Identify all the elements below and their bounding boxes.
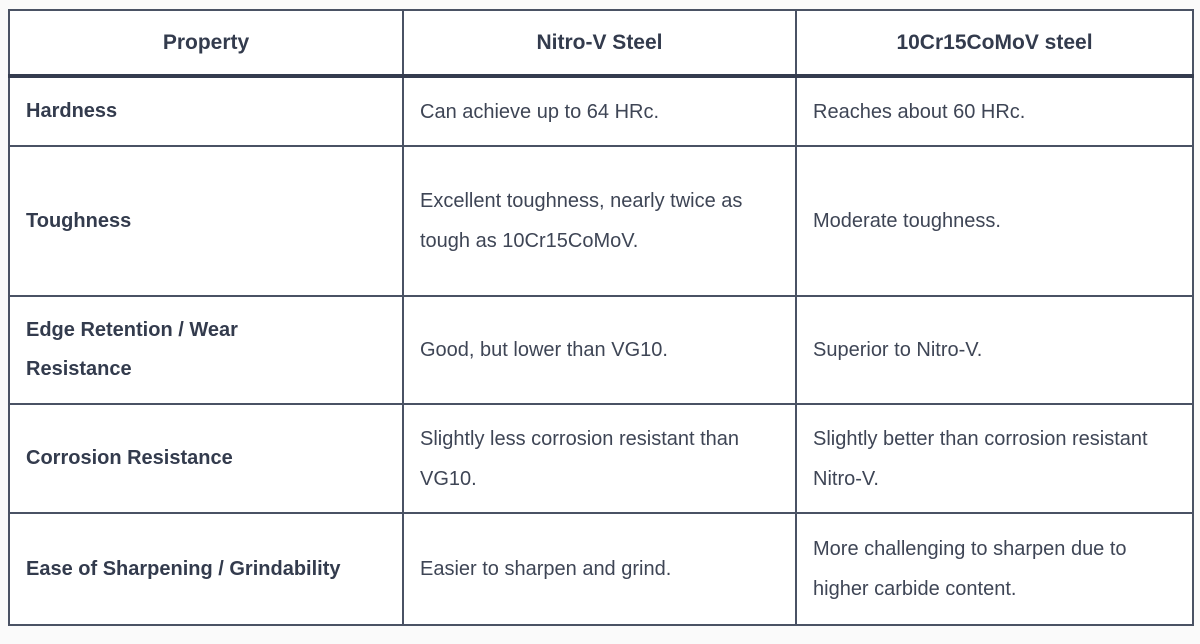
nitro-v-cell: Slightly less corrosion resistant than V… — [402, 403, 797, 514]
property-cell: Edge Retention / Wear Resistance — [8, 295, 404, 405]
column-header-10cr15comov-steel: 10Cr15CoMoV steel — [795, 9, 1194, 78]
nitro-v-cell: Easier to sharpen and grind. — [402, 512, 797, 626]
10cr15comov-cell: More challenging to sharpen due to highe… — [795, 512, 1194, 626]
table-row-ease-of-sharpening: Ease of Sharpening / Grindability Easier… — [8, 512, 1194, 626]
column-header-property: Property — [8, 9, 404, 78]
column-header-nitro-v-steel: Nitro-V Steel — [402, 9, 797, 78]
table-row-edge-retention: Edge Retention / Wear Resistance Good, b… — [8, 295, 1194, 405]
nitro-v-cell: Good, but lower than VG10. — [402, 295, 797, 405]
table-row-corrosion-resistance: Corrosion Resistance Slightly less corro… — [8, 403, 1194, 514]
10cr15comov-cell: Moderate toughness. — [795, 145, 1194, 297]
10cr15comov-cell: Slightly better than corrosion resistant… — [795, 403, 1194, 514]
header-row: Property Nitro-V Steel 10Cr15CoMoV steel — [8, 9, 1194, 78]
nitro-v-cell: Excellent toughness, nearly twice as tou… — [402, 145, 797, 297]
nitro-v-cell: Can achieve up to 64 HRc. — [402, 75, 797, 147]
10cr15comov-cell: Reaches about 60 HRc. — [795, 75, 1194, 147]
property-cell: Ease of Sharpening / Grindability — [8, 512, 404, 626]
steel-comparison-table: Property Nitro-V Steel 10Cr15CoMoV steel… — [8, 9, 1194, 626]
table-row-toughness: Toughness Excellent toughness, nearly tw… — [8, 145, 1194, 297]
table-row-hardness: Hardness Can achieve up to 64 HRc. Reach… — [8, 75, 1194, 147]
property-cell: Corrosion Resistance — [8, 403, 404, 514]
property-cell: Toughness — [8, 145, 404, 297]
10cr15comov-cell: Superior to Nitro-V. — [795, 295, 1194, 405]
property-cell: Hardness — [8, 75, 404, 147]
